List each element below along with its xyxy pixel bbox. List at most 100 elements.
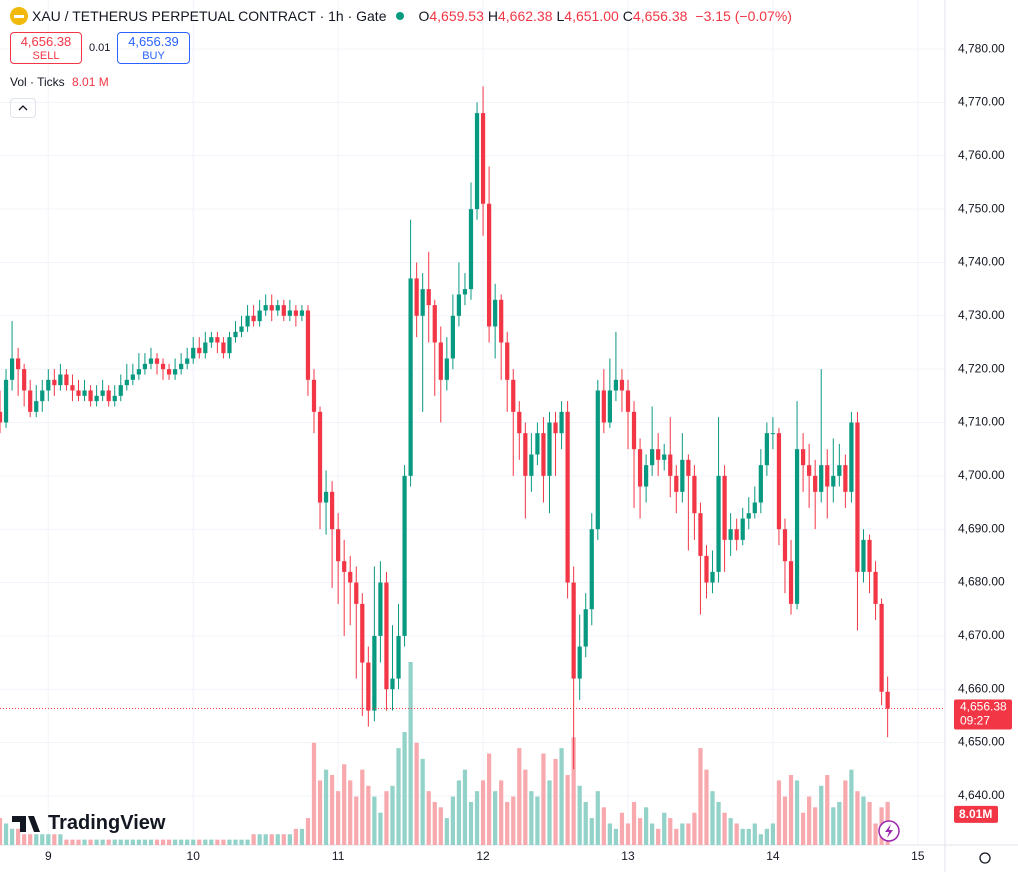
volume-bar: [468, 801, 474, 845]
volume-bar: [837, 801, 842, 845]
volume-bar: [547, 780, 552, 845]
volume-bar: [293, 828, 298, 845]
change: −3.15 (−0.07%): [695, 8, 792, 24]
y-tick-label: 4,660.00: [958, 681, 1005, 695]
buy-button[interactable]: 4,656.39 BUY: [117, 32, 190, 64]
volume-bar: [800, 812, 806, 845]
volume-bar: [668, 818, 673, 845]
candle-body: [58, 374, 63, 386]
volume-bar: [740, 828, 745, 845]
ohlc-key: O: [418, 8, 430, 24]
y-tick-label: 4,680.00: [958, 575, 1005, 589]
volume-bar: [728, 818, 733, 845]
volume-bar: [529, 791, 534, 845]
candle-body: [28, 390, 33, 412]
candle-body: [275, 305, 280, 311]
volume-bar: [474, 791, 480, 845]
candle-body: [559, 411, 564, 434]
x-tick-label: 10: [187, 849, 201, 863]
candle-body: [764, 433, 769, 466]
candle-body: [541, 433, 546, 476]
collapse-button[interactable]: [10, 98, 36, 118]
volume-bar: [402, 731, 407, 845]
candle-body: [505, 342, 510, 380]
candle-body: [728, 529, 733, 540]
volume-bar: [535, 796, 540, 845]
volume-bar: [450, 796, 455, 845]
volume-bar: [9, 828, 15, 845]
volume-bar: [366, 785, 371, 845]
candle-body: [384, 582, 389, 690]
volume-bar: [559, 748, 564, 845]
candle-body: [529, 454, 534, 476]
volume-bar: [239, 839, 244, 845]
volume-bar: [106, 839, 111, 845]
candle-body: [456, 294, 462, 316]
header: XAU / TETHERUS PERPETUAL CONTRACT · 1h ·…: [10, 7, 792, 25]
volume-bar: [776, 780, 782, 845]
logo-text: TradingView: [48, 812, 166, 834]
volume-bar: [299, 828, 305, 845]
volume-bar: [64, 839, 69, 845]
candle-body: [879, 603, 884, 692]
candle-body: [813, 475, 818, 492]
y-tick-label: 4,650.00: [958, 735, 1005, 749]
candle-body: [444, 358, 449, 380]
candle-body: [650, 449, 655, 466]
candle-body: [70, 385, 75, 391]
candle-body: [281, 305, 286, 316]
candle-body: [94, 395, 99, 402]
volume-bar: [275, 834, 280, 845]
buy-label: BUY: [142, 50, 165, 62]
volume-bar: [782, 796, 788, 845]
candle-body: [185, 358, 190, 364]
candle-body: [637, 449, 643, 487]
candle-body: [160, 363, 166, 370]
candle-body: [493, 299, 498, 327]
candle-body: [372, 635, 377, 711]
volume-bar: [209, 839, 214, 845]
candle-body: [873, 571, 878, 604]
candle-body: [625, 390, 631, 412]
candle-body: [680, 459, 685, 492]
candle-body: [571, 582, 576, 679]
volume-bar: [849, 769, 854, 845]
candle-body: [800, 449, 806, 466]
candle-body: [239, 326, 244, 332]
candle-body: [674, 475, 679, 492]
sell-price: 4,656.38: [20, 34, 72, 49]
volume-bar: [716, 801, 721, 845]
candle-body: [758, 465, 763, 503]
volume-bar: [94, 839, 99, 845]
x-tick-label: 9: [45, 849, 52, 863]
volume-bar: [770, 823, 776, 845]
volume-bar: [662, 812, 667, 845]
volume-bar: [680, 823, 685, 845]
price-tag: 4,656.38: [960, 700, 1007, 714]
volume-bar: [336, 791, 341, 845]
candle-body: [257, 310, 262, 322]
replay-icon: [885, 824, 893, 838]
volume-bar: [142, 839, 148, 845]
candle-body: [166, 369, 172, 375]
candle-body: [64, 374, 69, 386]
candle-body: [831, 475, 836, 487]
ohlc-key: C: [622, 8, 633, 24]
volume-bar: [185, 839, 190, 845]
candle-body: [378, 582, 383, 636]
volume-bar: [269, 834, 274, 845]
candle-body: [432, 305, 437, 343]
candle-body: [354, 582, 359, 604]
candle-body: [336, 529, 341, 562]
candle-body: [668, 454, 673, 476]
candle-body: [136, 369, 141, 375]
volume-bar: [758, 834, 763, 845]
volume-bar: [867, 801, 872, 845]
volume-bar: [323, 769, 329, 845]
volume-bar: [825, 775, 830, 845]
volume-bar: [148, 839, 154, 845]
sell-button[interactable]: 4,656.38 SELL: [10, 32, 82, 64]
candle-body: [535, 433, 540, 455]
volume-bar: [233, 839, 238, 845]
sell-label: SELL: [32, 50, 60, 62]
